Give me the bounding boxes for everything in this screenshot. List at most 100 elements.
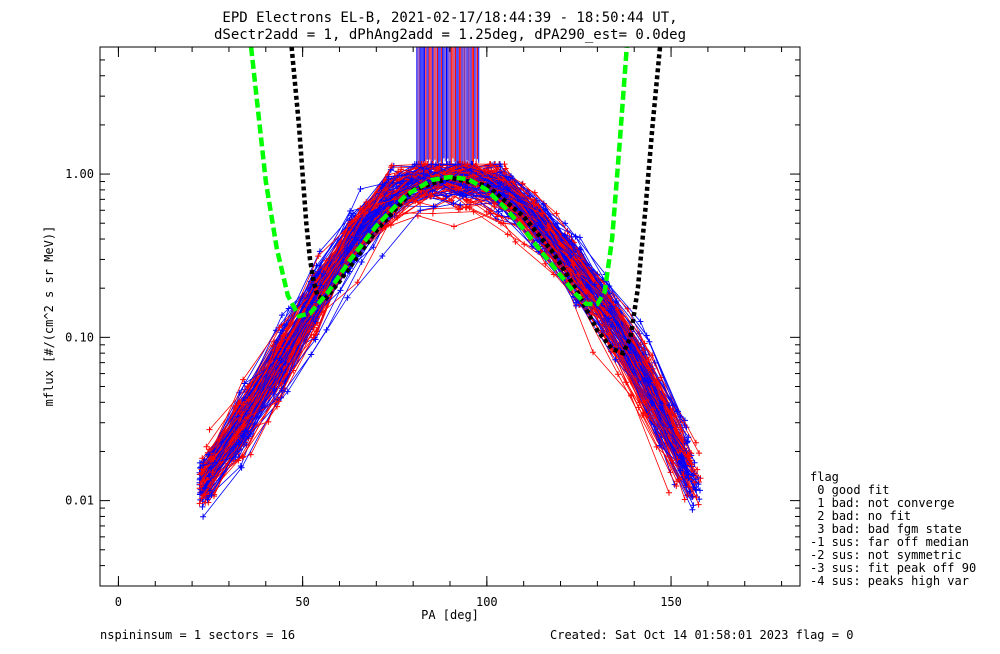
trace-point (310, 314, 317, 321)
trace-point (451, 223, 457, 230)
trace-point (641, 376, 648, 383)
trace-point (550, 271, 557, 278)
trace-point (689, 493, 696, 500)
trace-point (500, 220, 507, 227)
trace-point (573, 302, 580, 309)
legend-item: 1 bad: not converge (810, 496, 955, 510)
trace-point (270, 371, 277, 378)
y-tick-label: 1.00 (65, 167, 94, 181)
trace-point (315, 253, 322, 260)
trace-point (276, 355, 283, 362)
trace-point (694, 466, 701, 473)
trace-point (483, 208, 490, 215)
x-tick-label: 100 (476, 595, 498, 609)
trace-line (202, 163, 687, 466)
trace-point (613, 298, 620, 304)
trace-point (352, 234, 359, 241)
trace-point (278, 387, 285, 394)
trace-point (316, 248, 323, 255)
trace-point (453, 185, 460, 192)
trace-point (201, 485, 208, 491)
trace-point (243, 410, 250, 417)
trace-point (575, 271, 582, 278)
trace-point (357, 186, 364, 192)
trace-point (456, 203, 463, 210)
trace-point (417, 200, 424, 206)
trace-point (235, 439, 242, 446)
trace-point (553, 210, 560, 217)
trace-point (270, 391, 277, 398)
trace-point (495, 183, 501, 190)
trace-point (241, 380, 248, 387)
trace-point (408, 175, 415, 182)
trace-point (545, 227, 552, 234)
footer-right: Created: Sat Oct 14 01:58:01 2023 flag =… (550, 628, 853, 642)
trace-point (576, 234, 583, 241)
trace-point (388, 162, 395, 169)
trace-point (690, 472, 697, 479)
trace-point (466, 204, 473, 211)
trace-point (358, 259, 365, 265)
trace-point (686, 453, 693, 460)
trace-point (637, 318, 644, 325)
trace-point (205, 451, 212, 458)
data-layer (196, 47, 704, 520)
blue-trace (206, 161, 684, 479)
trace-point (276, 344, 282, 351)
trace-point (685, 475, 692, 481)
trace-point (668, 457, 675, 464)
trace-line (208, 166, 690, 487)
trace-point (417, 207, 424, 214)
trace-point (391, 196, 398, 203)
trace-point (242, 433, 249, 440)
trace-point (344, 294, 351, 301)
chart-title-line2: dSectr2add = 1, dPhAng2add = 1.25deg, dP… (214, 27, 686, 43)
trace-point (512, 238, 519, 245)
legend-title: flag (810, 470, 839, 484)
legend-item: -1 sus: far off median (810, 535, 969, 549)
trace-point (270, 385, 277, 392)
trace-point (592, 281, 598, 288)
trace-point (529, 243, 536, 250)
trace-point (614, 306, 621, 313)
trace-point (676, 476, 683, 483)
trace-line (207, 163, 685, 477)
trace-line (202, 187, 690, 496)
trace-point (279, 312, 285, 319)
trace-point (497, 169, 503, 176)
trace-point (681, 496, 688, 503)
trace-line (206, 178, 694, 486)
trace-point (429, 210, 436, 217)
trace-point (562, 220, 569, 227)
trace-line (213, 163, 683, 460)
trace-point (540, 200, 547, 207)
trace-point (197, 481, 204, 488)
trace-point (488, 207, 494, 214)
trace-point (244, 383, 251, 390)
trace-point (317, 282, 324, 289)
legend-item: -4 sus: peaks high var (810, 574, 969, 588)
trace-line (204, 177, 670, 489)
trace-point (487, 161, 494, 168)
axes: 0 50 100 150 0.01 0.10 1.00 (65, 46, 800, 609)
y-tick-label: 0.10 (65, 330, 94, 344)
trace-point (577, 246, 584, 253)
trace-line (212, 163, 690, 473)
trace-point (277, 380, 284, 387)
blue-trace (207, 170, 684, 474)
trace-point (436, 163, 443, 170)
trace-point (379, 253, 386, 259)
trace-point (337, 287, 344, 294)
trace-point (656, 442, 663, 449)
legend-item: 2 bad: no fit (810, 509, 911, 523)
trace-point (628, 343, 634, 350)
x-axis-label: PA [deg] (421, 608, 479, 622)
blue-trace (200, 161, 690, 469)
legend-item: -3 sus: fit peak off 90 (810, 561, 976, 575)
trace-point (200, 492, 207, 499)
trace-point (197, 490, 204, 496)
trace-point (696, 450, 703, 457)
trace-point (455, 206, 462, 213)
trace-point (608, 303, 615, 310)
